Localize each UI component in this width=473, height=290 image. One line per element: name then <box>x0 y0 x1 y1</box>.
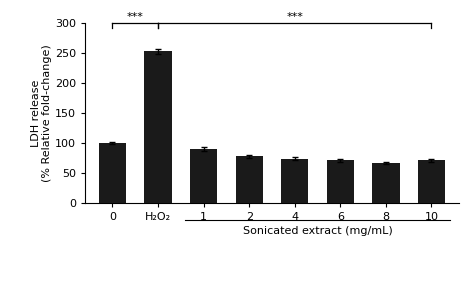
Bar <box>144 51 172 203</box>
Bar <box>190 149 217 203</box>
Bar <box>327 160 354 203</box>
Bar <box>236 156 263 203</box>
Text: Sonicated extract (mg/mL): Sonicated extract (mg/mL) <box>243 226 393 236</box>
Text: ***: *** <box>286 12 303 22</box>
Bar <box>418 160 445 203</box>
Bar <box>372 163 400 203</box>
Y-axis label: LDH release
(% Relative fold-change): LDH release (% Relative fold-change) <box>31 44 52 182</box>
Text: ***: *** <box>127 12 144 22</box>
Bar <box>99 143 126 203</box>
Bar <box>281 159 308 203</box>
